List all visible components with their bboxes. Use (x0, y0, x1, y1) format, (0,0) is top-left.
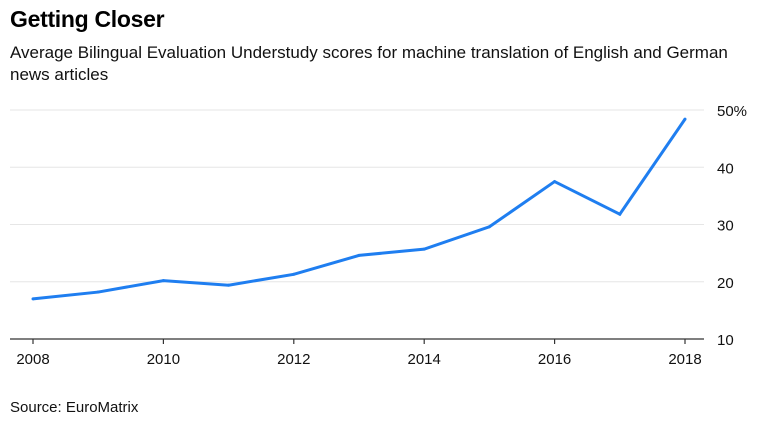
data-point-2008 (31, 297, 35, 301)
x-tick-label-2014: 2014 (408, 351, 441, 368)
data-point-2018 (683, 117, 687, 121)
series-layer (31, 117, 687, 301)
x-tick-label-2016: 2016 (538, 351, 571, 368)
chart-subtitle: Average Bilingual Evaluation Understudy … (10, 43, 728, 84)
data-point-2009 (96, 290, 100, 294)
y-tick-label-40: 40 (717, 160, 734, 177)
x-axis (10, 338, 704, 344)
data-point-2015 (487, 225, 491, 229)
data-point-2013 (357, 253, 361, 257)
data-point-2011 (227, 283, 231, 287)
series-line-0 (32, 118, 687, 301)
y-tick-label-20: 20 (717, 275, 734, 292)
y-tick-label-30: 30 (717, 218, 734, 235)
data-point-2012 (292, 272, 296, 276)
x-tick-label-2010: 2010 (147, 351, 180, 368)
x-tick-label-2018: 2018 (668, 351, 701, 368)
y-tick-label-10: 10 (717, 332, 734, 349)
data-point-2010 (161, 279, 165, 283)
data-point-2016 (553, 180, 557, 184)
data-point-2017 (618, 212, 622, 216)
tick-labels: 10 20 30 40 50% 2008 2010 2012 2014 2016 2018 (16, 103, 747, 368)
x-tick-label-2008: 2008 (16, 351, 49, 368)
y-tick-label-50: 50% (717, 103, 747, 120)
gridlines (10, 109, 704, 283)
chart-title: Getting Closer (10, 6, 165, 32)
data-point-2014 (422, 247, 426, 251)
source-note: Source: EuroMatrix (10, 399, 139, 416)
x-tick-label-2012: 2012 (277, 351, 310, 368)
